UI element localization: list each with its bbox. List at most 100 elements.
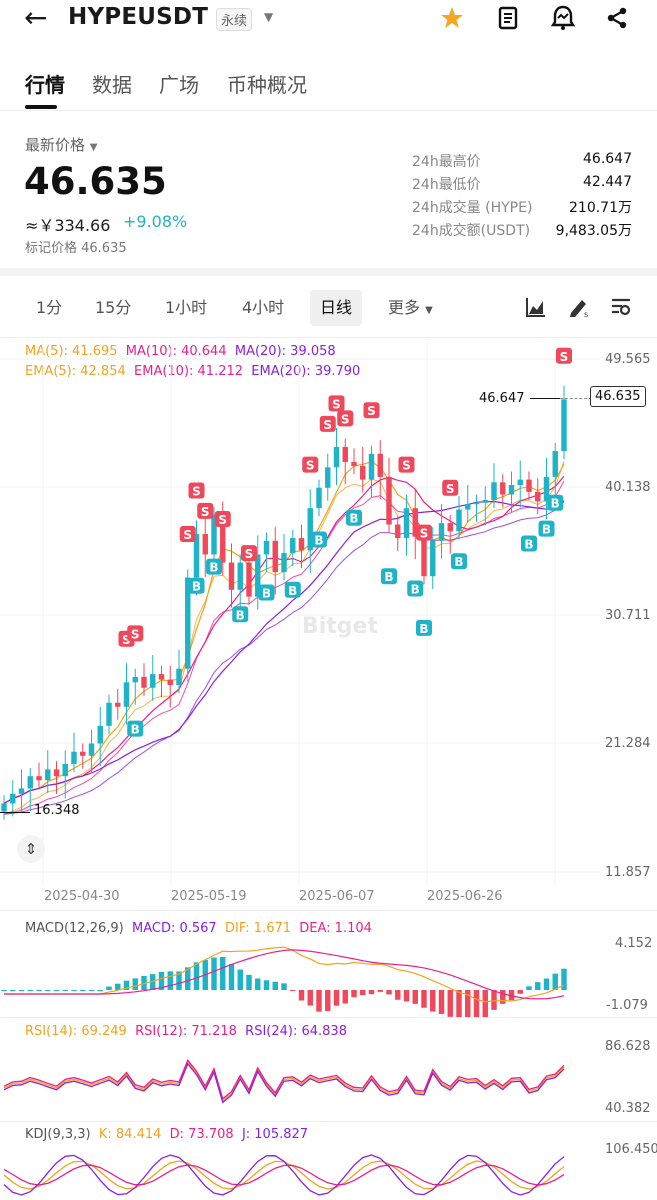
sell-signal-marker[interactable]: S <box>319 415 336 432</box>
buy-signal-marker[interactable]: B <box>547 494 564 511</box>
macd-histogram-bar <box>543 978 550 990</box>
sell-signal-marker[interactable]: S <box>127 625 144 642</box>
candle-body <box>561 399 567 452</box>
notebook-icon[interactable] <box>496 6 520 30</box>
stat-value-turnover: 9,483.05万 <box>555 223 632 239</box>
buy-signal-marker[interactable]: B <box>451 553 467 570</box>
buy-signal-marker[interactable]: B <box>521 535 537 552</box>
svg-text:B: B <box>209 561 218 575</box>
buy-signal-marker[interactable]: B <box>311 531 327 548</box>
candle-body <box>552 451 558 477</box>
sell-signal-marker[interactable]: S <box>188 482 205 499</box>
last-price-tag[interactable]: 46.635 <box>590 386 646 407</box>
sell-signal-marker[interactable]: S <box>302 456 319 473</box>
tab-market[interactable]: 行情 <box>25 73 65 97</box>
sell-signal-marker[interactable]: S <box>337 410 354 427</box>
buy-signal-marker[interactable]: B <box>284 581 301 598</box>
svg-text:B: B <box>262 587 271 601</box>
candle-body <box>526 479 532 492</box>
rsi12-line <box>3 1059 565 1100</box>
tab-data[interactable]: 数据 <box>92 73 132 97</box>
timeframe-15m[interactable]: 15分 <box>95 298 132 317</box>
candle-body <box>36 776 42 781</box>
timeframe-1d[interactable]: 日线 <box>310 290 363 326</box>
macd-histogram-bar <box>62 990 68 991</box>
ema10-line <box>3 480 565 815</box>
chevron-down-icon[interactable]: ▼ <box>264 10 274 24</box>
macd-histogram-bar <box>176 971 182 990</box>
share-icon[interactable] <box>605 6 629 30</box>
draw-tool-icon[interactable]: s <box>567 295 591 319</box>
macd-histogram-bar <box>403 990 410 1002</box>
rsi-chart <box>3 1059 565 1104</box>
candle-body <box>97 725 103 744</box>
macd-histogram-bar <box>360 990 366 996</box>
buy-signal-marker[interactable]: B <box>538 520 555 537</box>
buy-signal-marker[interactable]: B <box>188 577 205 594</box>
sell-signal-marker[interactable]: S <box>363 402 380 419</box>
timeframe-1m[interactable]: 1分 <box>36 298 63 317</box>
latest-price-label[interactable]: 最新价格 ▼ <box>25 134 98 155</box>
buy-signal-marker[interactable]: B <box>346 509 362 526</box>
stat-label-volume: 24h成交量 (HYPE) <box>412 200 533 216</box>
macd-histogram-bar <box>290 990 296 991</box>
svg-text:S: S <box>192 484 201 498</box>
tab-square[interactable]: 广场 <box>159 73 199 97</box>
date-label: 2025-06-07 <box>299 889 375 904</box>
candle-body <box>53 769 60 777</box>
macd-histogram-bar <box>412 990 418 1004</box>
timeframe-1h[interactable]: 1小时 <box>165 298 208 317</box>
candle-body <box>228 562 235 590</box>
chart-type-icon[interactable] <box>525 296 547 318</box>
sell-signal-marker[interactable]: S <box>197 502 214 519</box>
candle-body <box>403 508 410 539</box>
symbol-title[interactable]: HYPEUSDT <box>68 4 209 30</box>
ema5-value: EMA(5): 42.854 <box>25 364 126 379</box>
macd-histogram-bar <box>561 968 567 990</box>
candle-body <box>202 534 208 555</box>
buy-signal-marker[interactable]: B <box>416 619 432 636</box>
sell-signal-marker[interactable]: S <box>179 526 196 543</box>
price-axis-label: 30.711 <box>605 608 651 623</box>
macd-legend: MACD(12,26,9) MACD: 0.567 DIF: 1.671 DEA… <box>25 921 372 936</box>
macd-histogram-bar <box>123 980 130 990</box>
candle-body <box>325 467 331 488</box>
sell-signal-marker[interactable]: S <box>556 347 572 364</box>
buy-signal-marker[interactable]: B <box>232 606 249 623</box>
buy-signal-marker[interactable]: B <box>258 584 275 601</box>
sell-signal-marker[interactable]: S <box>398 456 415 473</box>
sell-signal-marker[interactable]: S <box>328 395 345 412</box>
price-axis-label: 49.565 <box>605 352 651 367</box>
indicator-settings-icon[interactable] <box>610 296 632 318</box>
sell-signal-marker[interactable]: S <box>214 511 231 528</box>
timeframe-more-label: 更多 <box>388 298 421 317</box>
timeframe-more[interactable]: 更多 ▼ <box>388 290 433 326</box>
scale-toggle-icon[interactable]: ⇕ <box>17 835 45 863</box>
buy-signal-marker[interactable]: B <box>381 568 397 585</box>
sell-signal-marker[interactable]: S <box>442 479 459 496</box>
svg-text:S: S <box>122 633 131 647</box>
candle-body <box>80 751 86 756</box>
ema20-value: EMA(20): 39.790 <box>251 364 361 379</box>
date-label: 2025-04-30 <box>44 889 120 904</box>
sell-signal-marker[interactable]: S <box>241 545 257 562</box>
star-icon[interactable] <box>440 6 464 30</box>
macd-histogram-bar <box>106 986 112 990</box>
rsi-axis-top: 86.628 <box>605 1039 651 1054</box>
buy-signal-marker[interactable]: B <box>407 580 424 597</box>
sell-signal-marker[interactable]: S <box>416 524 432 541</box>
svg-text:B: B <box>542 523 551 537</box>
candle-body <box>281 553 287 573</box>
chevron-down-icon: ▼ <box>89 142 98 153</box>
price-alert-icon[interactable] <box>550 4 576 30</box>
buy-signal-marker[interactable]: B <box>206 558 222 575</box>
timeframe-4h[interactable]: 4小时 <box>242 298 285 317</box>
tab-underline <box>25 105 57 109</box>
arrow-left-icon[interactable]: ← <box>24 1 48 34</box>
svg-text:S: S <box>420 527 429 541</box>
buy-signal-marker[interactable]: B <box>127 720 144 737</box>
macd-histogram-bar <box>272 981 278 990</box>
macd-histogram-bar <box>517 990 523 994</box>
tab-coin-overview[interactable]: 币种概况 <box>227 73 307 97</box>
